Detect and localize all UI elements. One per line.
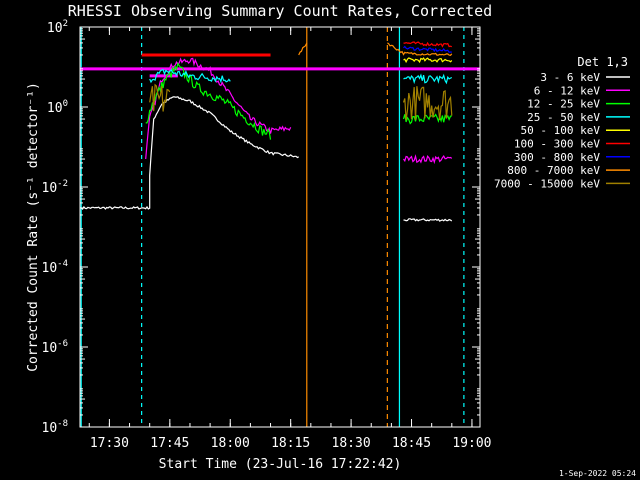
y-tick-label: 102 [47, 19, 68, 36]
annotation-layer [80, 27, 480, 427]
legend-title: Det 1,3 [577, 55, 628, 69]
series-line [403, 45, 452, 53]
y-tick-label: 10-2 [42, 179, 69, 196]
x-tick-label: 17:30 [90, 436, 129, 451]
legend-label: 100 - 300 keV [514, 138, 600, 151]
series-line [402, 113, 452, 125]
legend-label: 7000 - 15000 keV [494, 177, 600, 190]
y-tick-label: 10-4 [42, 259, 69, 276]
series-line [149, 68, 231, 84]
series-line [80, 96, 299, 211]
legend-label: 300 - 800 keV [514, 151, 600, 164]
x-axis-label: Start Time (23-Jul-16 17:22:42) [159, 457, 402, 472]
chart-title: RHESSI Observing Summary Count Rates, Co… [68, 2, 492, 20]
series-line [403, 154, 453, 165]
legend-label: 800 - 7000 keV [507, 164, 600, 177]
legend-label: 3 - 6 keV [540, 71, 600, 84]
series-line [403, 57, 453, 64]
plot-frame [79, 26, 481, 428]
legend-label: 50 - 100 keV [521, 124, 601, 137]
legend-label: 12 - 25 keV [527, 98, 600, 111]
y-tick-label: 10-6 [42, 339, 69, 356]
legend-label: 25 - 50 keV [527, 111, 600, 124]
series-line [403, 41, 453, 48]
y-tick-label: 100 [47, 99, 68, 116]
footer-date: 1-Sep-2022 05:24 [559, 469, 636, 478]
series-line [403, 218, 453, 222]
y-axis-label: Corrected Count Rate (s⁻¹ detector⁻¹) [26, 82, 41, 372]
series-line [387, 42, 453, 56]
x-tick-label: 19:00 [452, 436, 491, 451]
x-tick-label: 18:30 [332, 436, 371, 451]
series-layer [80, 41, 453, 222]
tick-layer: 17:30 17:45 18:00 18:15 18:30 18:45 19:00 102 10… [42, 19, 492, 451]
y-tick-label: 10-8 [42, 419, 69, 436]
legend-label: 6 - 12 keV [534, 84, 601, 97]
x-tick-label: 18:00 [211, 436, 250, 451]
x-tick-label: 18:15 [271, 436, 310, 451]
x-tick-label: 18:45 [392, 436, 431, 451]
series-line [402, 86, 453, 121]
series-line [298, 42, 308, 56]
series-line [149, 83, 171, 112]
series-line [145, 61, 272, 140]
series-line [145, 57, 292, 160]
series-line [403, 73, 453, 85]
x-tick-label: 17:45 [150, 436, 189, 451]
